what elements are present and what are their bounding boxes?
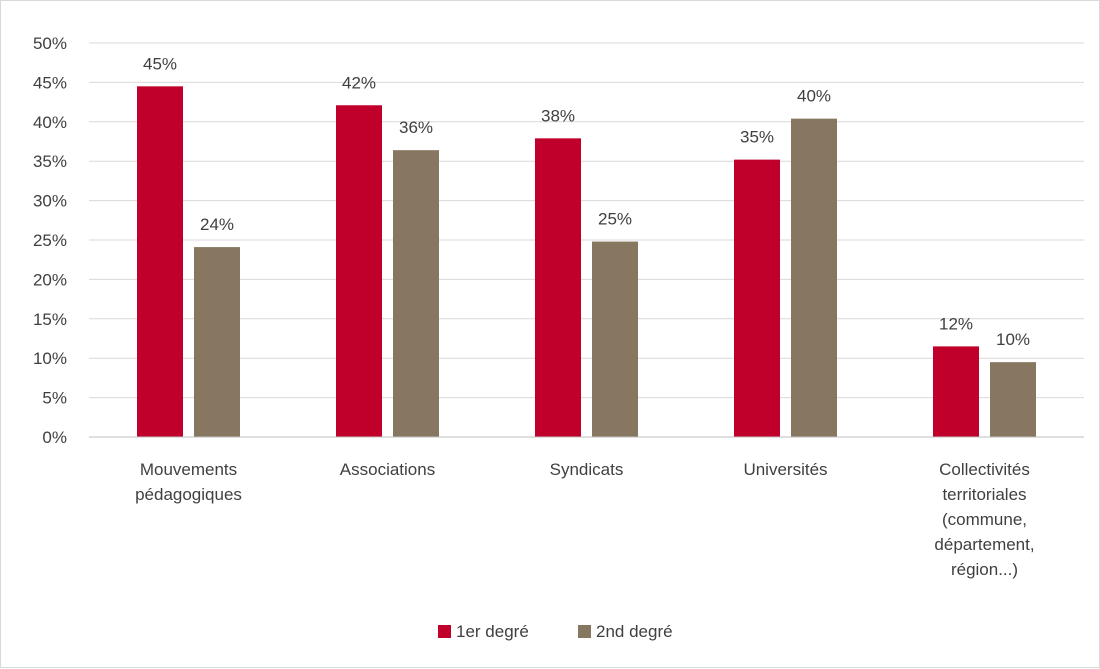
data-label: 35% [740, 128, 774, 147]
gridlines [89, 42, 1084, 399]
y-tick-label: 40% [33, 113, 67, 132]
y-tick-label: 10% [33, 349, 67, 368]
bars [137, 86, 1036, 437]
bar [791, 118, 837, 437]
y-tick-label: 50% [33, 34, 67, 53]
legend: 1er degré 2nd degré [438, 622, 673, 641]
data-label: 36% [399, 118, 433, 137]
bar [990, 362, 1036, 437]
category-label: Collectivités [939, 460, 1030, 479]
x-axis: Mouvements pédagogiques Associations Syndic… [89, 436, 1084, 579]
bar [194, 247, 240, 437]
bar [137, 86, 183, 437]
y-tick-label: 35% [33, 152, 67, 171]
legend-label: 1er degré [456, 622, 529, 641]
data-label: 25% [598, 210, 632, 229]
y-axis: 0% 5% 10% 15% 20% 25% 30% 35% 40% 45% 50% [33, 34, 67, 447]
bar [933, 346, 979, 437]
data-label: 42% [342, 73, 376, 92]
y-tick-label: 15% [33, 310, 67, 329]
category-label: Universités [743, 460, 827, 479]
category-label: Syndicats [550, 460, 624, 479]
y-tick-label: 5% [42, 389, 67, 408]
bar [734, 159, 780, 437]
data-label: 38% [541, 106, 575, 125]
y-tick-label: 20% [33, 270, 67, 289]
category-label: territoriales [942, 485, 1026, 504]
y-tick-label: 45% [33, 73, 67, 92]
data-labels: 45% 24% 42% 36% 38% 25% 35% 40% 12% 10% [143, 54, 1030, 349]
y-tick-label: 30% [33, 192, 67, 211]
bar [592, 241, 638, 437]
legend-swatch [438, 625, 451, 638]
data-label: 12% [939, 314, 973, 333]
data-label: 24% [200, 215, 234, 234]
category-label: département, [934, 535, 1034, 554]
bar [336, 105, 382, 437]
data-label: 10% [996, 330, 1030, 349]
y-tick-label: 0% [42, 428, 67, 447]
legend-label: 2nd degré [596, 622, 673, 641]
category-label: Mouvements [140, 460, 237, 479]
bar [535, 138, 581, 437]
data-label: 40% [797, 87, 831, 106]
category-label: Associations [340, 460, 435, 479]
category-label: région...) [951, 560, 1018, 579]
category-label: (commune, [942, 510, 1027, 529]
y-tick-label: 25% [33, 231, 67, 250]
data-label: 45% [143, 54, 177, 73]
legend-swatch [578, 625, 591, 638]
category-label: pédagogiques [135, 485, 242, 504]
bar [393, 150, 439, 437]
